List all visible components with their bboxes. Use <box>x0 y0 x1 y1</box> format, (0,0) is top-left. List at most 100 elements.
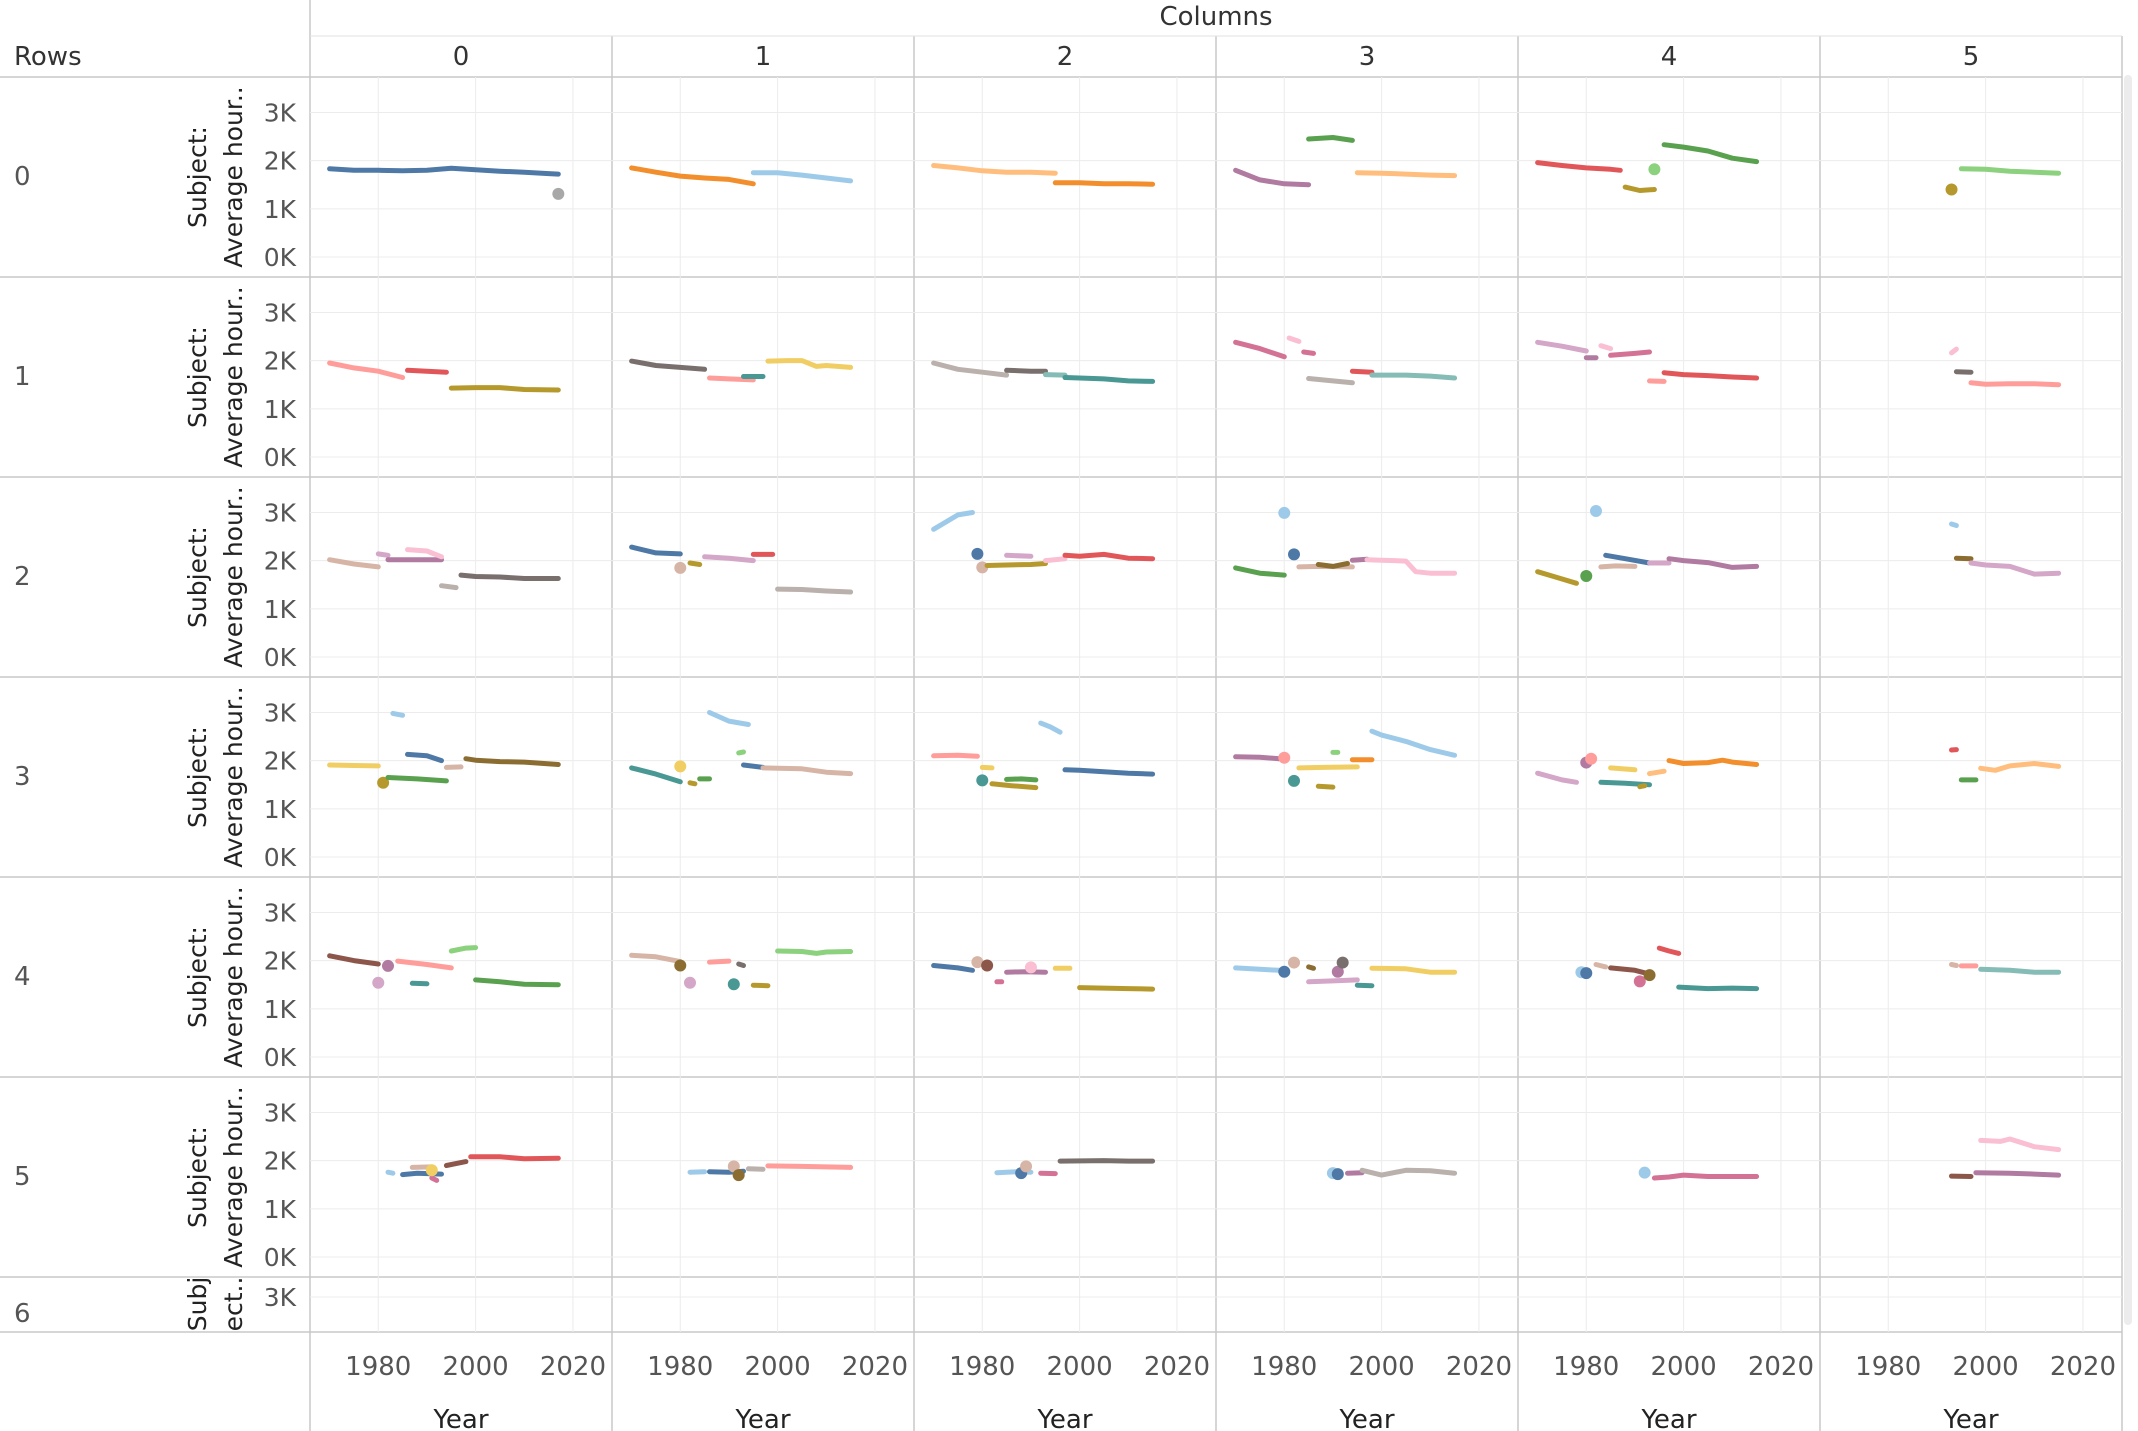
y-axis-title: ect.. <box>219 1277 248 1332</box>
vertical-scrollbar[interactable] <box>2124 75 2132 1325</box>
series-line <box>979 764 995 771</box>
data-point <box>1336 956 1349 969</box>
y-tick-label: 1K <box>264 795 297 824</box>
series-line <box>1608 349 1652 358</box>
series-line <box>687 1169 708 1175</box>
series-line <box>707 958 732 965</box>
x-tick-label: 1980 <box>345 1352 411 1382</box>
series-line <box>1306 964 1316 971</box>
x-tick-label: 2000 <box>1047 1352 1113 1382</box>
y-axis-title: Average hour.. <box>219 286 248 467</box>
row-header: 1 <box>14 362 31 392</box>
series-line <box>1656 945 1682 956</box>
series-line <box>327 557 381 570</box>
series-line <box>443 1159 469 1168</box>
series-line <box>775 586 854 595</box>
series-line <box>1949 346 1959 356</box>
series-line <box>1676 984 1760 992</box>
series-line <box>1598 343 1614 352</box>
series-line <box>1062 375 1156 384</box>
y-axis-title: Average hour.. <box>219 486 248 667</box>
series-line <box>1354 170 1458 179</box>
data-point <box>1945 183 1958 196</box>
series-line <box>1978 1136 2062 1153</box>
series-line <box>405 547 444 560</box>
series-line <box>1301 349 1316 356</box>
x-tick-label: 2020 <box>540 1352 606 1382</box>
x-axis-title: Year <box>734 1405 790 1431</box>
data-point <box>1020 1160 1033 1173</box>
series-line <box>1637 783 1648 790</box>
series-line <box>1973 1170 2062 1178</box>
series-line <box>1315 561 1350 569</box>
series-line <box>1233 965 1282 973</box>
x-axis-title: Year <box>1942 1405 1998 1431</box>
series-line <box>736 749 746 756</box>
series-line <box>1004 969 1048 975</box>
series-line <box>1349 368 1375 375</box>
series-line <box>1369 965 1458 975</box>
series-line <box>1052 180 1156 187</box>
y-axis-title: Subject: <box>183 926 212 1028</box>
series-line <box>931 163 1058 176</box>
data-point <box>674 959 687 972</box>
series-line <box>327 165 561 177</box>
data-point <box>1278 965 1291 978</box>
y-tick-label: 3K <box>264 1098 297 1127</box>
data-point <box>1288 956 1300 969</box>
series-line <box>439 583 459 591</box>
series-line <box>1968 380 2062 388</box>
x-axis-title: Year <box>1640 1405 1696 1431</box>
series-line <box>736 961 746 968</box>
row-header: 4 <box>14 962 31 992</box>
series-line <box>984 561 1048 568</box>
series-line <box>1296 764 1360 771</box>
data-point <box>1585 752 1598 765</box>
row-header: 6 <box>14 1299 31 1329</box>
data-point <box>1590 505 1602 518</box>
x-axis-title: Year <box>1338 1405 1394 1431</box>
data-point <box>1633 975 1646 988</box>
series-line <box>775 948 854 956</box>
data-point <box>1331 1168 1344 1181</box>
series-line <box>1647 768 1667 777</box>
y-axis-title: Subject: <box>183 1126 212 1228</box>
data-point <box>732 1169 745 1182</box>
y-tick-label: 3K <box>264 98 297 127</box>
y-tick-label: 0K <box>264 243 297 272</box>
gridlines <box>310 77 2122 1332</box>
y-tick-label: 2K <box>264 747 297 776</box>
series-line <box>1968 560 2062 577</box>
data-point <box>377 776 390 789</box>
series-line <box>1953 555 1974 562</box>
y-tick-label: 0K <box>264 1243 297 1272</box>
series-line <box>1666 757 1760 767</box>
series-line <box>1233 754 1282 762</box>
series-line <box>1286 335 1302 344</box>
series-line <box>1598 563 1638 570</box>
series-line <box>1647 378 1667 384</box>
series-line <box>1535 339 1589 354</box>
y-axis-title: Average hour.. <box>219 686 248 867</box>
series-line <box>931 752 980 759</box>
y-tick-label: 0K <box>264 843 297 872</box>
series-line <box>1949 521 1959 528</box>
series-line <box>1369 728 1458 758</box>
data-point <box>382 959 394 972</box>
y-tick-label: 2K <box>264 947 297 976</box>
y-axis-title: Average hour.. <box>219 1086 248 1267</box>
series-line <box>448 385 561 393</box>
series-line <box>390 710 406 718</box>
series-line <box>1345 1170 1365 1176</box>
y-tick-label: 2K <box>264 547 297 576</box>
x-tick-label: 1980 <box>1251 1352 1317 1382</box>
y-axis-title: Subject: <box>183 526 212 628</box>
x-tick-label: 2000 <box>443 1352 509 1382</box>
series-line <box>750 982 771 989</box>
series-line <box>1062 551 1156 562</box>
y-tick-label: 3K <box>264 698 297 727</box>
series-line <box>327 762 381 769</box>
series-line <box>1233 167 1312 188</box>
row-header: 5 <box>14 1162 31 1192</box>
series-line <box>765 358 854 370</box>
